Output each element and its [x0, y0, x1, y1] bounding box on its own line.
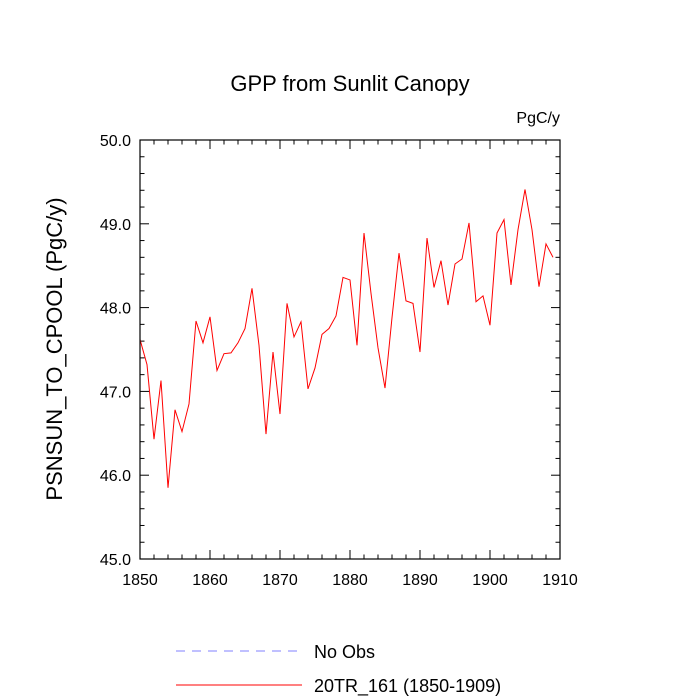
y-axis-label: PSNSUN_TO_CPOOL (PgC/y) — [42, 197, 67, 500]
x-tick-label: 1850 — [122, 572, 158, 589]
units-label: PgC/y — [516, 110, 560, 127]
y-tick-label: 49.0 — [100, 217, 131, 234]
plot-frame — [139, 139, 561, 560]
series-layer — [139, 189, 554, 488]
axis-tick-labels: 1850 1860 1870 1880 1890 1900 1910 45.0 46.0 47.0… — [100, 133, 578, 589]
x-tick-label: 1870 — [262, 572, 298, 589]
series-line — [139, 189, 554, 488]
legend-label: No Obs — [314, 642, 375, 662]
x-tick-label: 1890 — [402, 572, 438, 589]
y-tick-label: 47.0 — [100, 384, 131, 401]
legend-label: 20TR_161 (1850-1909) — [314, 676, 501, 697]
x-tick-label: 1910 — [542, 572, 578, 589]
x-tick-label: 1900 — [472, 572, 508, 589]
chart-title: GPP from Sunlit Canopy — [230, 71, 469, 96]
x-tick-label: 1860 — [192, 572, 228, 589]
y-tick-label: 46.0 — [100, 468, 131, 485]
y-tick-label: 45.0 — [100, 552, 131, 569]
legend: No Obs 20TR_161 (1850-1909) — [176, 642, 501, 697]
y-tick-label: 50.0 — [100, 133, 131, 150]
y-tick-label: 48.0 — [100, 301, 131, 318]
x-tick-label: 1880 — [332, 572, 368, 589]
